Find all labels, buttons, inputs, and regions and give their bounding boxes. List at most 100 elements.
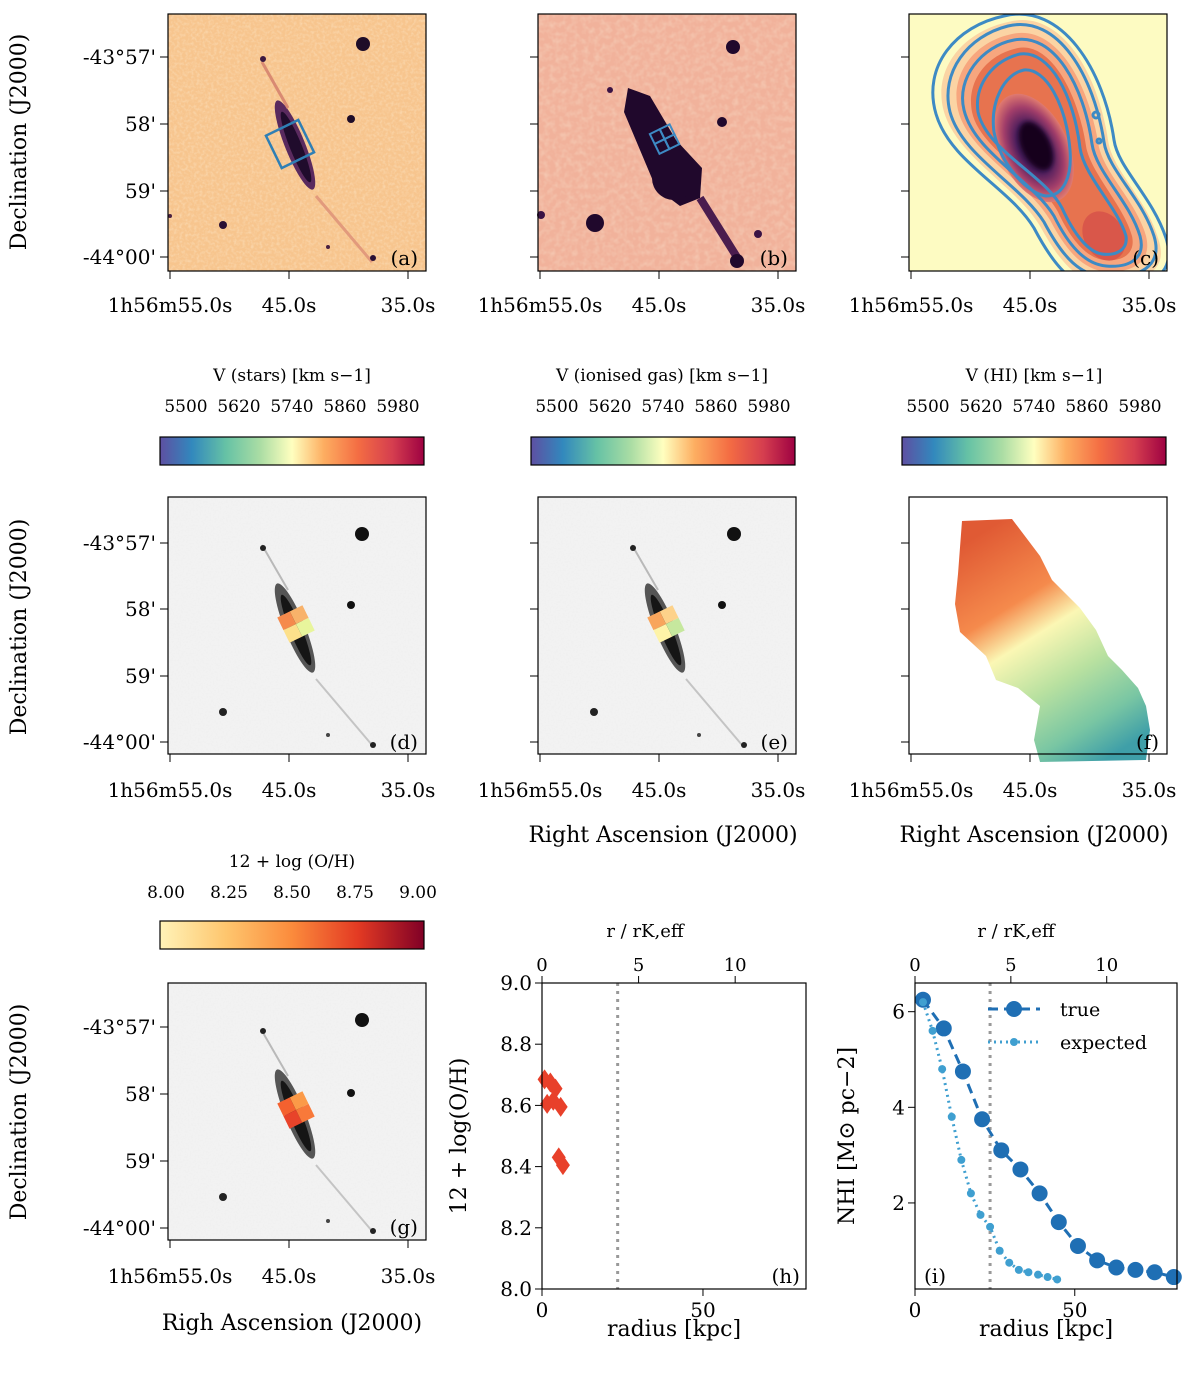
dec-tick: 58' <box>125 597 156 621</box>
series-true-point <box>1012 1161 1029 1178</box>
series-true-point <box>1069 1237 1086 1254</box>
colorbar-label: V (HI) [km s−1] <box>965 366 1103 386</box>
series-true-point <box>974 1111 991 1128</box>
colorbar-tick: 5860 <box>1065 397 1108 417</box>
colorbar-tick: 5740 <box>641 397 684 417</box>
series-expected-line <box>921 1001 1058 1281</box>
dec-tick: -44°00' <box>83 730 156 754</box>
series-true-point <box>954 1063 971 1080</box>
ra-tick: 35.0s <box>1122 293 1177 317</box>
dec-ticks-inner <box>530 56 909 743</box>
dec-tick: 59' <box>125 179 156 203</box>
colorbar-ticks: 8.00 8.25 8.50 8.75 9.00 <box>147 883 437 903</box>
panel-tag: (e) <box>761 730 788 754</box>
dec-tick: 58' <box>125 1082 156 1106</box>
colorbar-tick: 5980 <box>747 397 790 417</box>
series-expected-point <box>957 1155 966 1164</box>
panel-tag: (g) <box>390 1215 418 1239</box>
ra-axis-label: Right Ascension (J2000) <box>528 823 797 848</box>
panel-b: (b) <box>537 13 797 272</box>
ra-tick: 35.0s <box>751 778 806 802</box>
ra-tick: 1h56m55.0s <box>849 293 974 317</box>
ra-tick: 45.0s <box>632 293 687 317</box>
legend-true-label: true <box>1060 999 1100 1021</box>
dec-axis-row1: -43°57' 58' 59' -44°00' <box>83 45 168 269</box>
ra-tick: 45.0s <box>632 778 687 802</box>
dec-axis-row2: -43°57' 58' 59' -44°00' <box>83 531 168 754</box>
dec-axis-row3: -43°57' 58' 59' -44°00' <box>83 1015 168 1240</box>
ra-tick: 35.0s <box>381 293 436 317</box>
colorbar-metallicity: 12 + log (O/H) 8.00 8.25 8.50 8.75 9.00 <box>147 852 437 950</box>
ra-tick: 35.0s <box>381 778 436 802</box>
ra-tick: 35.0s <box>751 293 806 317</box>
series-expected-point <box>1053 1275 1062 1284</box>
panel-g: (g) <box>167 982 427 1241</box>
top-axis-label: r / rK,eff <box>977 921 1056 942</box>
x-tick-label: 0 <box>536 1298 549 1322</box>
colorbar-tick: 9.00 <box>399 883 437 903</box>
colorbar-tick: 5620 <box>959 397 1002 417</box>
colorbar-ticks: 5500 5620 5740 5860 5980 <box>164 397 419 417</box>
colorbar-tick: 5500 <box>535 397 578 417</box>
y-tick-label: 4 <box>892 1095 905 1119</box>
colorbar-gradient <box>159 436 425 466</box>
axes: 0 50 2 4 6 0 5 10 <box>892 955 1118 1322</box>
ra-tick: 35.0s <box>381 1264 436 1288</box>
colorbar-tick: 5740 <box>270 397 313 417</box>
colorbar-tick: 5860 <box>694 397 737 417</box>
colorbar-tick: 8.50 <box>273 883 311 903</box>
panel-tag: (f) <box>1136 730 1159 754</box>
y-axis-label: 12 + log(O/H) <box>447 1058 472 1215</box>
panel-tag: (d) <box>390 730 418 754</box>
y-axis-label: NHI [M⊙ pc−2] <box>835 1047 860 1225</box>
nhi-series <box>914 991 1182 1286</box>
panel-tag: (b) <box>760 246 788 270</box>
series-true-point <box>993 1142 1010 1159</box>
ra-tick: 35.0s <box>1122 778 1177 802</box>
panel-tag: (c) <box>1132 246 1159 270</box>
gas-velocity-map <box>647 605 685 643</box>
colorbar-gradient <box>159 920 425 950</box>
series-expected-point <box>928 1026 937 1035</box>
x-tick-label: 50 <box>690 1298 715 1322</box>
y-tick-label: 2 <box>892 1191 905 1215</box>
series-expected-point <box>938 1065 947 1074</box>
top-tick-label: 10 <box>724 955 747 976</box>
x-axis-label: radius [kpc] <box>979 1317 1113 1342</box>
colorbar-tick: 5860 <box>323 397 366 417</box>
dec-tick: -44°00' <box>83 245 156 269</box>
colorbar-tick: 5500 <box>906 397 949 417</box>
ra-tick: 1h56m55.0s <box>108 1264 233 1288</box>
series-true-point <box>935 1020 952 1037</box>
ra-axes <box>169 271 1150 1248</box>
colorbar-gradient <box>530 436 796 466</box>
y-tick-label: 9.0 <box>500 971 532 995</box>
series-expected-point <box>947 1112 956 1121</box>
colorbar-label: 12 + log (O/H) <box>229 852 355 872</box>
colorbar-tick: 5980 <box>1118 397 1161 417</box>
panel-e: (e) <box>537 496 797 755</box>
series-true-point <box>1031 1185 1048 1202</box>
top-axis-label: r / rK,eff <box>606 921 685 942</box>
hi-density-map <box>931 14 1167 271</box>
dec-tick: 59' <box>125 1149 156 1173</box>
y-tick-label: 8.0 <box>500 1277 532 1301</box>
panel-f: (f) <box>908 496 1168 762</box>
series-expected-point <box>976 1210 985 1219</box>
series-true-point <box>1165 1269 1182 1286</box>
ra-tick: 45.0s <box>1003 293 1058 317</box>
panel-tag: (h) <box>772 1264 801 1288</box>
colorbar-tick: 5740 <box>1012 397 1055 417</box>
colorbar-tick: 5500 <box>164 397 207 417</box>
colorbar-tick: 5980 <box>376 397 419 417</box>
dec-tick: -43°57' <box>83 531 156 555</box>
dec-tick: -44°00' <box>83 1216 156 1240</box>
ra-tick-labels: 1h56m55.0s 45.0s 35.0s 1h56m55.0s 45.0s … <box>108 293 1177 1288</box>
colorbar-gradient <box>901 436 1167 466</box>
metallicity-points <box>537 1069 570 1176</box>
series-expected-point <box>995 1246 1004 1255</box>
series-expected-point <box>966 1189 975 1198</box>
ra-tick: 45.0s <box>262 293 317 317</box>
ra-tick: 1h56m55.0s <box>108 293 233 317</box>
